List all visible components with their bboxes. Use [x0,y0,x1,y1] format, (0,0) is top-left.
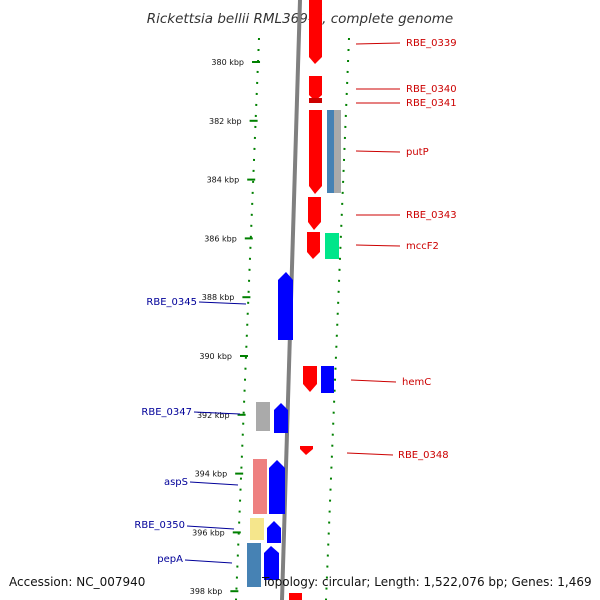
gene-label-rbe0350[interactable]: RBE_0350 [134,520,185,531]
gene-mccf2-arrow[interactable] [307,232,320,259]
gene-label-rbe0343[interactable]: RBE_0343 [406,210,457,221]
kbp-ruler-ticks: 380 kbp 382 kbp 384 kbp 386 kbp 388 kbp 390 k… [190,58,261,596]
gene-rbe0350-yellow-feature[interactable] [250,518,264,540]
gene-rbe0340-arrow[interactable] [309,76,322,101]
gene-label-hemc[interactable]: hemC [402,377,431,388]
gene-rbe0347-grey-feature[interactable] [256,402,270,431]
gene-asps-pink-feature[interactable] [253,459,267,514]
gene-label-rbe0340[interactable]: RBE_0340 [406,84,457,95]
reverse-label-leaders [184,301,247,564]
kbp-tick-label: 388 kbp [202,293,235,302]
reverse-gene-labels: RBE_0345 RBE_0347 aspS RBE_0350 pepA [134,297,197,565]
kbp-tick-label: 384 kbp [207,176,240,185]
gene-putp-grey-feature[interactable] [334,110,341,193]
kbp-tick-label: 390 kbp [199,352,232,361]
gene-rbe0339-arrow[interactable] [309,0,322,64]
gene-label-rbe0347[interactable]: RBE_0347 [141,407,192,418]
gene-rbe0348-arrow[interactable] [300,446,313,455]
gene-label-mccf2[interactable]: mccF2 [406,241,439,252]
gene-rbe0347-arrow[interactable] [274,403,288,433]
genome-summary-text: Topology: circular; Length: 1,522,076 bp… [262,575,592,589]
gene-label-rbe0339[interactable]: RBE_0339 [406,38,457,49]
accession-text: Accession: NC_007940 [9,575,146,589]
gene-rbe0343-arrow[interactable] [308,197,321,230]
gene-hemc-arrow[interactable] [303,366,317,392]
gene-pepa-arrow[interactable] [264,546,279,580]
forward-gene-labels: RBE_0339 RBE_0340 RBE_0341 putP RBE_0343… [398,38,457,461]
gene-mccf2-green-feature[interactable] [325,233,339,259]
gene-label-rbe0341[interactable]: RBE_0341 [406,98,457,109]
gene-label-rbe0345[interactable]: RBE_0345 [146,297,197,308]
kbp-tick-label: 396 kbp [192,528,225,537]
gene-asps-arrow[interactable] [269,460,285,514]
gene-label-pepa[interactable]: pepA [157,554,183,565]
gene-hemc-reverse-arrow[interactable] [321,366,334,393]
gene-rbe0350-arrow[interactable] [267,521,281,543]
kbp-tick-label: 394 kbp [195,470,228,479]
forward-label-leaders [346,42,401,456]
kbp-tick-label: 380 kbp [211,58,244,67]
kbp-tick-label: 386 kbp [204,234,237,243]
forward-strand-features [289,0,341,600]
gene-lower-forward-bar[interactable] [289,593,302,600]
gene-label-asps[interactable]: aspS [164,477,188,488]
kbp-tick-label: 392 kbp [197,411,230,420]
gene-rbe0341-bar[interactable] [309,98,322,103]
gene-pepa-steel-feature[interactable] [247,543,261,587]
gene-label-rbe0348[interactable]: RBE_0348 [398,450,449,461]
gene-rbe0345-arrow[interactable] [278,272,293,340]
kbp-tick-label: 382 kbp [209,117,242,126]
gene-label-putp[interactable]: putP [406,147,429,158]
gene-putp-steel-feature[interactable] [327,110,334,193]
kbp-tick-label: 398 kbp [190,587,223,596]
reverse-strand-features [247,272,293,587]
gene-putp-arrow[interactable] [309,110,322,194]
